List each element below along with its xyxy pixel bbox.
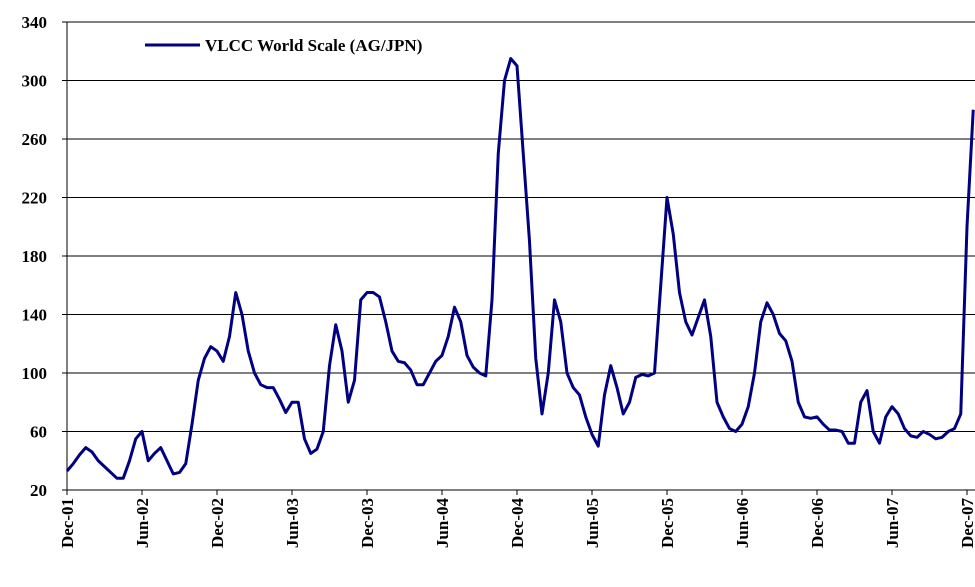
x-tick-label: Jun-06 — [733, 498, 752, 548]
y-tick-label: 180 — [22, 247, 48, 266]
x-tick-label: Dec-03 — [358, 498, 377, 548]
x-tick-label: Dec-04 — [508, 498, 527, 549]
y-tick-label: 220 — [22, 189, 48, 208]
x-tick-label: Dec-01 — [58, 498, 77, 548]
x-tick-label: Jun-02 — [133, 498, 152, 548]
x-tick-label: Dec-06 — [808, 498, 827, 548]
x-tick-label: Jun-07 — [883, 498, 902, 549]
y-tick-label: 20 — [30, 481, 47, 500]
y-tick-label: 140 — [22, 306, 48, 325]
x-tick-label: Dec-07 — [958, 498, 975, 549]
x-tick-label: Jun-03 — [283, 498, 302, 548]
x-tick-label: Dec-05 — [658, 498, 677, 548]
legend-label: VLCC World Scale (AG/JPN) — [205, 36, 422, 55]
y-tick-label: 60 — [30, 423, 47, 442]
x-tick-label: Jun-05 — [583, 498, 602, 548]
y-tick-label: 300 — [22, 72, 48, 91]
y-tick-label: 340 — [22, 13, 48, 32]
y-tick-label: 260 — [22, 130, 48, 149]
x-tick-label: Jun-04 — [433, 498, 452, 549]
x-tick-label: Dec-02 — [208, 498, 227, 548]
y-tick-label: 100 — [22, 364, 48, 383]
data-line — [65, 57, 975, 480]
